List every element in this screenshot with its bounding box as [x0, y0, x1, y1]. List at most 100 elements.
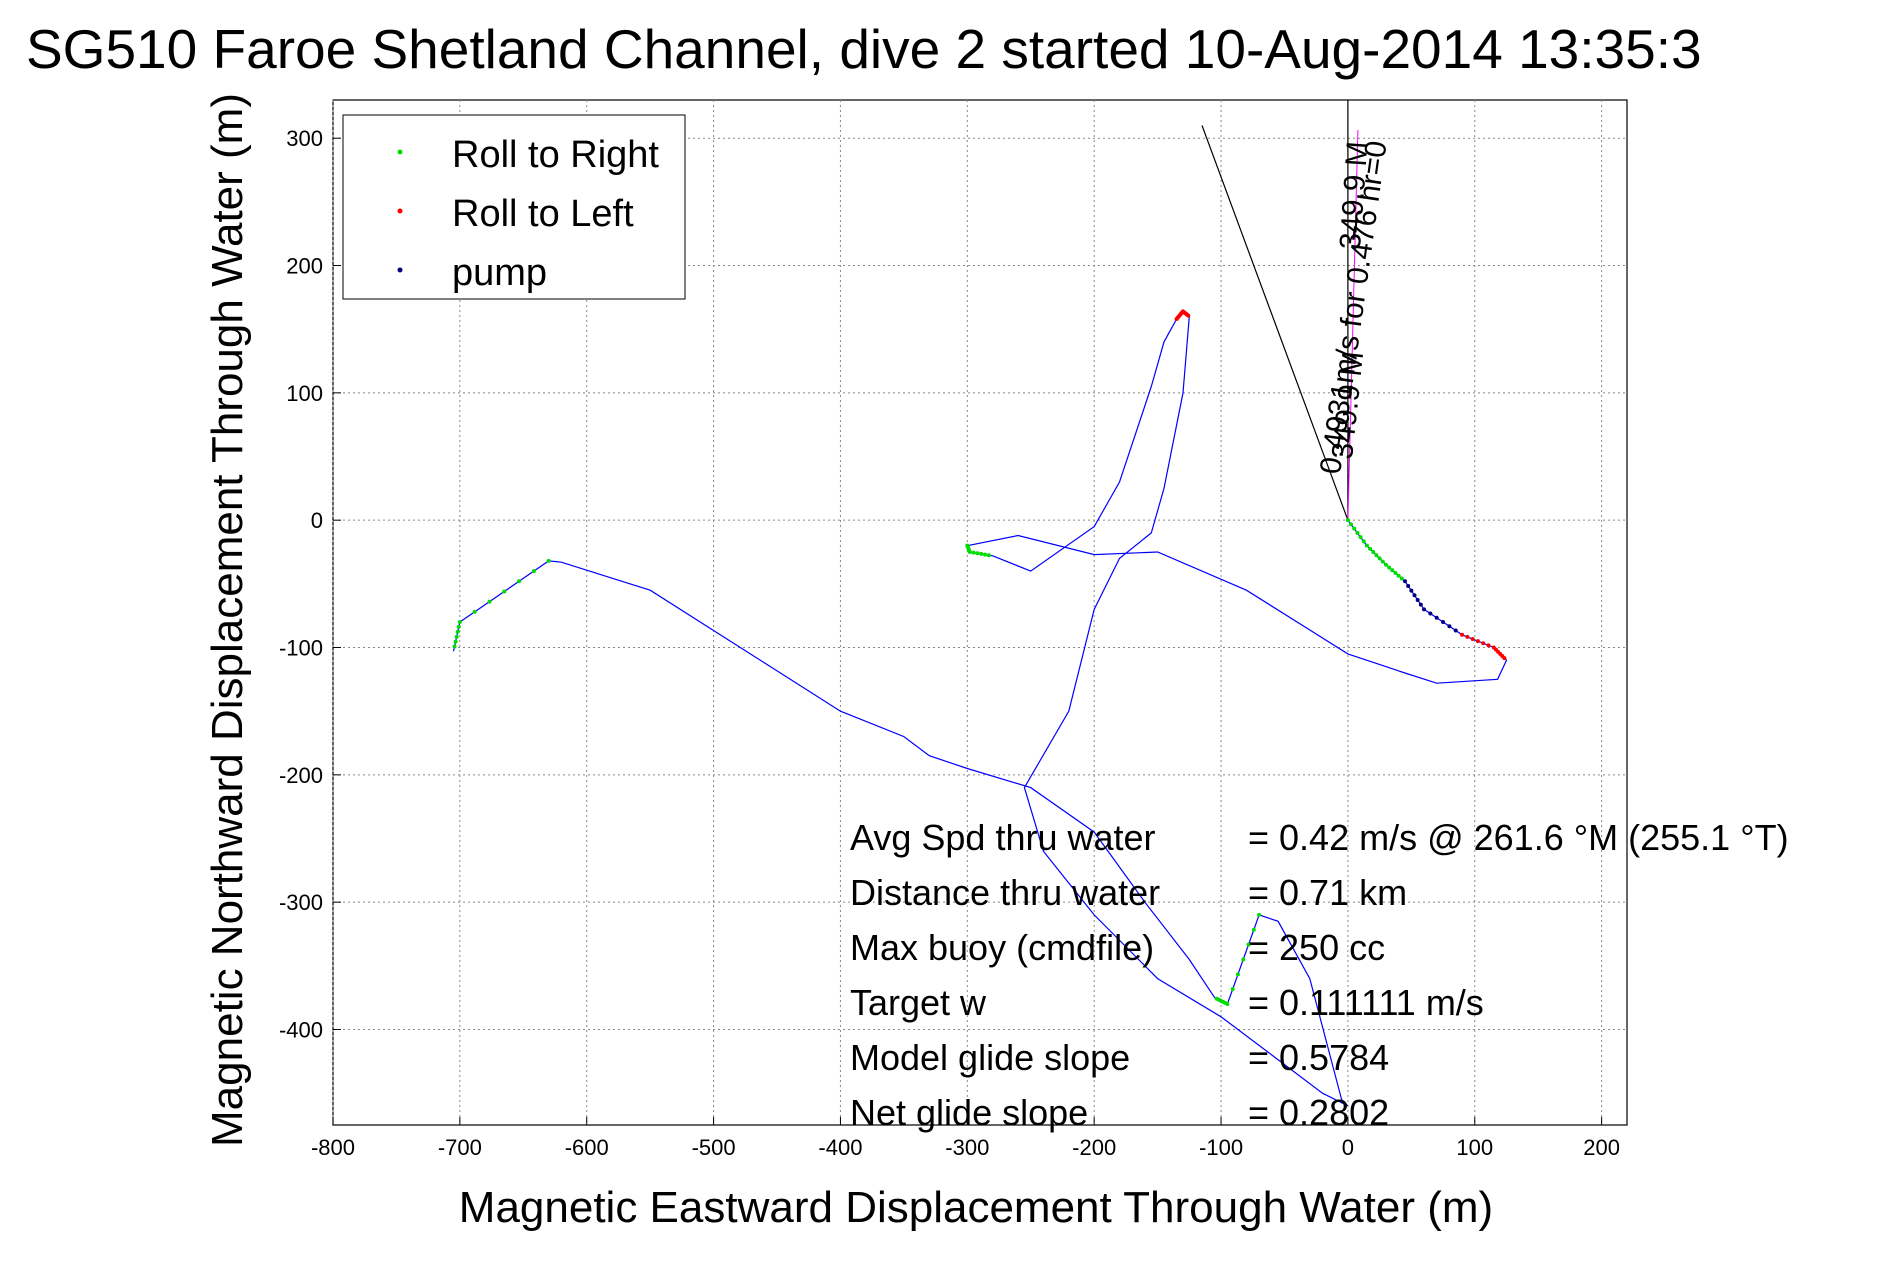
pump-dot — [1422, 607, 1427, 612]
stat-label: Net glide slope — [850, 1092, 1088, 1133]
roll-right-dot — [983, 552, 988, 557]
heading-label: 349.9 M — [1334, 140, 1374, 250]
roll-right-dot — [517, 579, 522, 584]
y-tick-label: -100 — [279, 636, 323, 661]
x-tick-label: 0 — [1342, 1135, 1354, 1160]
y-tick-label: -400 — [279, 1018, 323, 1043]
stat-value: = 0.71 km — [1248, 872, 1407, 913]
roll-right-dot — [457, 620, 462, 625]
roll-right-dot — [975, 551, 980, 556]
roll-right-dot — [1241, 957, 1246, 962]
y-axis-ticks: -400 -300 -200 -100 0 100 200 300 — [279, 126, 341, 1043]
glider-track — [452, 310, 1508, 1107]
roll-right-dot — [1368, 546, 1373, 551]
dive-statistics: Avg Spd thru water = 0.42 m/s @ 261.6 °M … — [850, 817, 1789, 1133]
current-vector-line — [1347, 129, 1359, 521]
roll-right-dot — [1377, 556, 1382, 561]
roll-right-dot — [1390, 568, 1395, 573]
x-tick-label: -200 — [1072, 1135, 1116, 1160]
x-tick-label: -600 — [565, 1135, 609, 1160]
legend-marker — [397, 267, 403, 273]
stat-label: Avg Spd thru water — [850, 817, 1156, 858]
roll-right-dot — [546, 558, 551, 563]
roll-right-dot — [472, 609, 477, 614]
roll-right-dot — [1257, 912, 1262, 917]
legend-marker — [397, 208, 403, 214]
pump-dot — [1418, 602, 1423, 607]
pump-dot — [1453, 628, 1458, 633]
pump-dot — [1412, 593, 1417, 598]
x-tick-label: -700 — [438, 1135, 482, 1160]
stat-label: Target w — [850, 982, 987, 1023]
roll-right-dot — [452, 644, 457, 649]
roll-right-dot — [971, 550, 976, 555]
x-axis-ticks: -800 -700 -600 -500 -400 -300 -200 -100 0 100 200 — [311, 1117, 1620, 1160]
x-tick-label: -400 — [818, 1135, 862, 1160]
y-tick-label: 100 — [286, 381, 323, 406]
stat-value: = 0.111111 m/s — [1248, 982, 1484, 1023]
x-tick-label: 100 — [1456, 1135, 1493, 1160]
pump-dot — [1434, 615, 1439, 620]
legend-label: Roll to Left — [452, 193, 634, 235]
roll-right-dot — [1230, 987, 1235, 992]
roll-left-dot — [1475, 639, 1480, 644]
roll-right-dot — [1235, 972, 1240, 977]
roll-right-dot — [1352, 526, 1357, 531]
y-axis-label: Magnetic Northward Displacement Through … — [203, 93, 252, 1147]
roll-right-dot — [1214, 996, 1219, 1001]
stat-value: = 250 cc — [1248, 927, 1385, 968]
pump-dot — [1406, 583, 1411, 588]
stat-label: Max buoy (cmdfile) — [850, 927, 1154, 968]
roll-right-dot — [1380, 559, 1385, 564]
pump-dot — [1441, 620, 1446, 625]
roll-right-dot — [531, 569, 536, 574]
stat-label: Distance thru water — [850, 872, 1160, 913]
roll-right-dot — [487, 599, 492, 604]
pump-dot — [1447, 624, 1452, 629]
pump-dot — [1428, 611, 1433, 616]
pump-dot — [1409, 588, 1414, 593]
stat-label: Model glide slope — [850, 1037, 1130, 1078]
x-tick-label: -500 — [692, 1135, 736, 1160]
roll-right-dot — [453, 639, 458, 644]
roll-left-dot — [1460, 632, 1465, 637]
x-tick-label: -800 — [311, 1135, 355, 1160]
roll-right-dot — [1374, 553, 1379, 558]
roll-right-dot — [454, 634, 459, 639]
roll-right-dot — [1383, 562, 1388, 567]
stat-value: = 0.42 m/s @ 261.6 °M (255.1 °T) — [1248, 817, 1789, 858]
roll-right-dot — [1345, 518, 1350, 523]
stat-value: = 0.2802 — [1248, 1092, 1389, 1133]
roll-left-dot — [1465, 634, 1470, 639]
roll-right-dot — [1371, 550, 1376, 555]
roll-right-dot — [1396, 573, 1401, 578]
roll-right-dot — [1387, 565, 1392, 570]
pump-dot — [1415, 597, 1420, 602]
roll-right-dot — [1393, 571, 1398, 576]
roll-right-dot — [967, 550, 972, 555]
roll-right-dot — [979, 551, 984, 556]
x-tick-label: 200 — [1583, 1135, 1620, 1160]
x-axis-label: Magnetic Eastward Displacement Through W… — [459, 1183, 1493, 1232]
legend: Roll to Right Roll to Left pump — [342, 114, 686, 300]
track-markers — [452, 309, 1507, 1007]
x-tick-label: -100 — [1199, 1135, 1243, 1160]
y-tick-label: 200 — [286, 254, 323, 279]
legend-label: pump — [452, 252, 547, 294]
roll-left-dot — [1481, 641, 1486, 646]
roll-right-dot — [1349, 522, 1354, 527]
roll-left-dot — [1502, 656, 1507, 661]
roll-right-dot — [1246, 942, 1251, 947]
y-tick-label: 0 — [311, 508, 323, 533]
roll-left-dot — [1486, 643, 1491, 648]
roll-right-dot — [1361, 539, 1366, 544]
roll-right-dot — [986, 553, 991, 558]
x-tick-label: -300 — [945, 1135, 989, 1160]
y-tick-label: 300 — [286, 126, 323, 151]
roll-right-dot — [1251, 927, 1256, 932]
pump-dot — [1402, 579, 1407, 584]
roll-right-dot — [1358, 535, 1363, 540]
track-line — [452, 310, 1508, 1107]
roll-left-dot — [1186, 313, 1191, 318]
roll-right-dot — [455, 629, 460, 634]
